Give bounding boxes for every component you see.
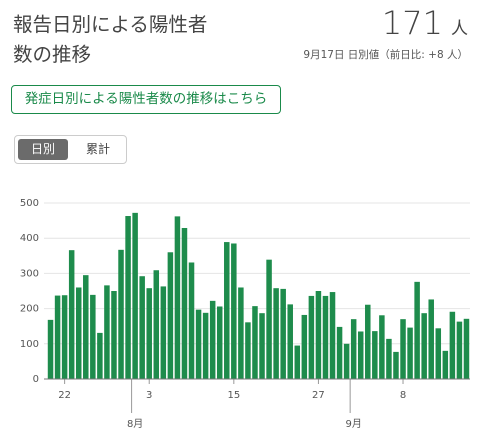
bar [435,328,442,379]
bar [421,313,427,379]
bar [350,319,357,379]
bar [428,299,434,379]
bar [132,212,138,379]
x-tick-label: 27 [312,390,325,401]
bar [118,249,124,379]
link-button[interactable]: 発症日別による陽性者数の推移はこちら [11,85,281,114]
bar [209,300,216,379]
y-tick-label: 0 [33,374,39,385]
bar [301,314,308,379]
bar [68,250,75,379]
bar [386,338,392,379]
month-label: 8月 [127,418,143,430]
bar [188,262,195,379]
x-tick-label: 15 [227,390,240,401]
bar [167,252,174,379]
bar [153,270,160,379]
bar [90,294,96,379]
bar [146,288,152,379]
bar [273,288,279,379]
bar [181,227,188,379]
bar [47,319,54,379]
bar [329,292,336,379]
bar [442,350,449,379]
bar [315,291,322,379]
bar [393,351,399,379]
title: 報告日別による陽性者数の推移 [13,13,208,66]
y-tick-label: 200 [20,304,39,315]
y-tick-label: 300 [20,268,39,279]
subtitle: 9月17日 日別値（前日比: +8 人） [303,49,468,61]
bar [266,259,272,379]
bar [104,285,110,379]
bar [336,326,343,379]
bar [400,319,406,379]
bar [463,318,470,379]
toggle-cumulative[interactable]: 累計 [85,142,110,156]
bar [407,327,413,379]
bar [224,242,230,379]
bar [54,295,61,379]
bar [365,304,371,379]
x-tick-label: 8 [400,390,406,401]
bar [125,216,131,379]
bar [259,313,265,379]
bar [111,291,117,379]
bar [202,312,209,379]
bar [97,332,103,379]
bar [160,286,167,379]
bar [294,345,301,379]
bar [308,295,315,379]
x-tick-label: 3 [146,390,152,401]
bar [379,315,385,379]
bar [372,331,378,379]
value: 171 [381,4,443,42]
bar [252,306,258,379]
bar [280,288,286,379]
month-label: 9月 [345,418,361,430]
current-value: 171 人 [382,4,468,42]
bar [61,295,68,379]
bar [449,311,456,379]
bar [139,276,145,379]
bar [414,281,420,379]
bar [343,343,350,379]
bar [231,243,237,379]
bar [245,322,251,379]
toggle: 日別 累計 [14,135,127,164]
bar [83,275,89,379]
bar [287,304,293,379]
y-tick-label: 400 [20,233,39,244]
bar [456,321,463,379]
bar [322,295,329,379]
bar [174,216,181,379]
bar [216,306,223,379]
bar [195,309,202,379]
unit: 人 [451,19,468,39]
bar [238,287,244,379]
y-tick-label: 500 [20,198,39,209]
toggle-daily[interactable]: 日別 [18,139,68,160]
y-tick-label: 100 [20,339,39,350]
bar [357,331,364,379]
x-tick-label: 22 [58,390,71,401]
bar [75,287,82,379]
